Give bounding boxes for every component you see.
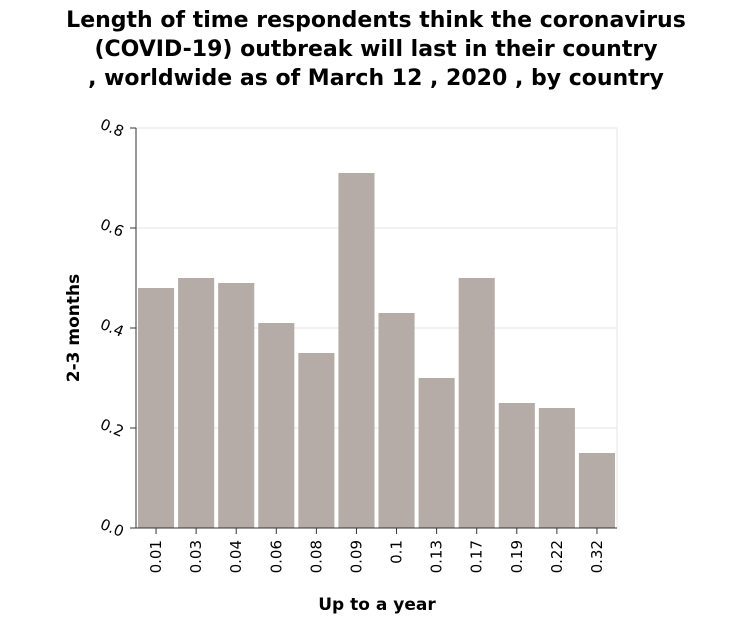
x-axis-title: Up to a year <box>318 595 436 615</box>
bar <box>378 313 415 528</box>
y-tick-label: 0.6 <box>98 215 127 241</box>
chart-title: Length of time respondents think the cor… <box>66 8 686 91</box>
bar <box>258 323 295 528</box>
bar <box>458 278 495 528</box>
x-tick-label: 0.1 <box>388 540 406 564</box>
bar <box>498 403 535 528</box>
x-tick-label: 0.04 <box>227 540 245 573</box>
x-tick-label: 0.01 <box>147 540 165 573</box>
x-tick-label: 0.08 <box>307 540 325 573</box>
y-tick-label: 0.0 <box>98 515 127 541</box>
bar <box>418 378 455 528</box>
bar <box>538 408 575 528</box>
bar <box>298 353 335 528</box>
x-tick-label: 0.03 <box>187 540 205 573</box>
x-tick-label: 0.32 <box>588 540 606 573</box>
x-tick-label: 0.13 <box>428 540 446 573</box>
x-tick-label: 0.19 <box>508 540 526 573</box>
y-axis-ticks: 0.0 0.2 0.4 0.6 0.8 <box>98 115 136 541</box>
y-axis-title: 2-3 months <box>64 274 84 382</box>
bars <box>138 173 615 528</box>
bar <box>218 283 255 528</box>
x-tick-label: 0.06 <box>267 540 285 573</box>
x-tick-label: 0.09 <box>347 540 365 573</box>
x-tick-label: 0.17 <box>468 540 486 573</box>
bar <box>338 173 375 528</box>
x-tick-label: 0.22 <box>548 540 566 573</box>
y-tick-label: 0.2 <box>98 415 127 441</box>
y-tick-label: 0.4 <box>98 315 127 341</box>
bar <box>178 278 215 528</box>
x-axis-ticks: 0.01 0.03 0.04 0.06 0.08 0.09 0.1 0.13 0.17 0.19 0… <box>147 528 606 573</box>
bar <box>138 288 175 528</box>
y-tick-label: 0.8 <box>98 115 127 141</box>
bar <box>578 453 615 528</box>
